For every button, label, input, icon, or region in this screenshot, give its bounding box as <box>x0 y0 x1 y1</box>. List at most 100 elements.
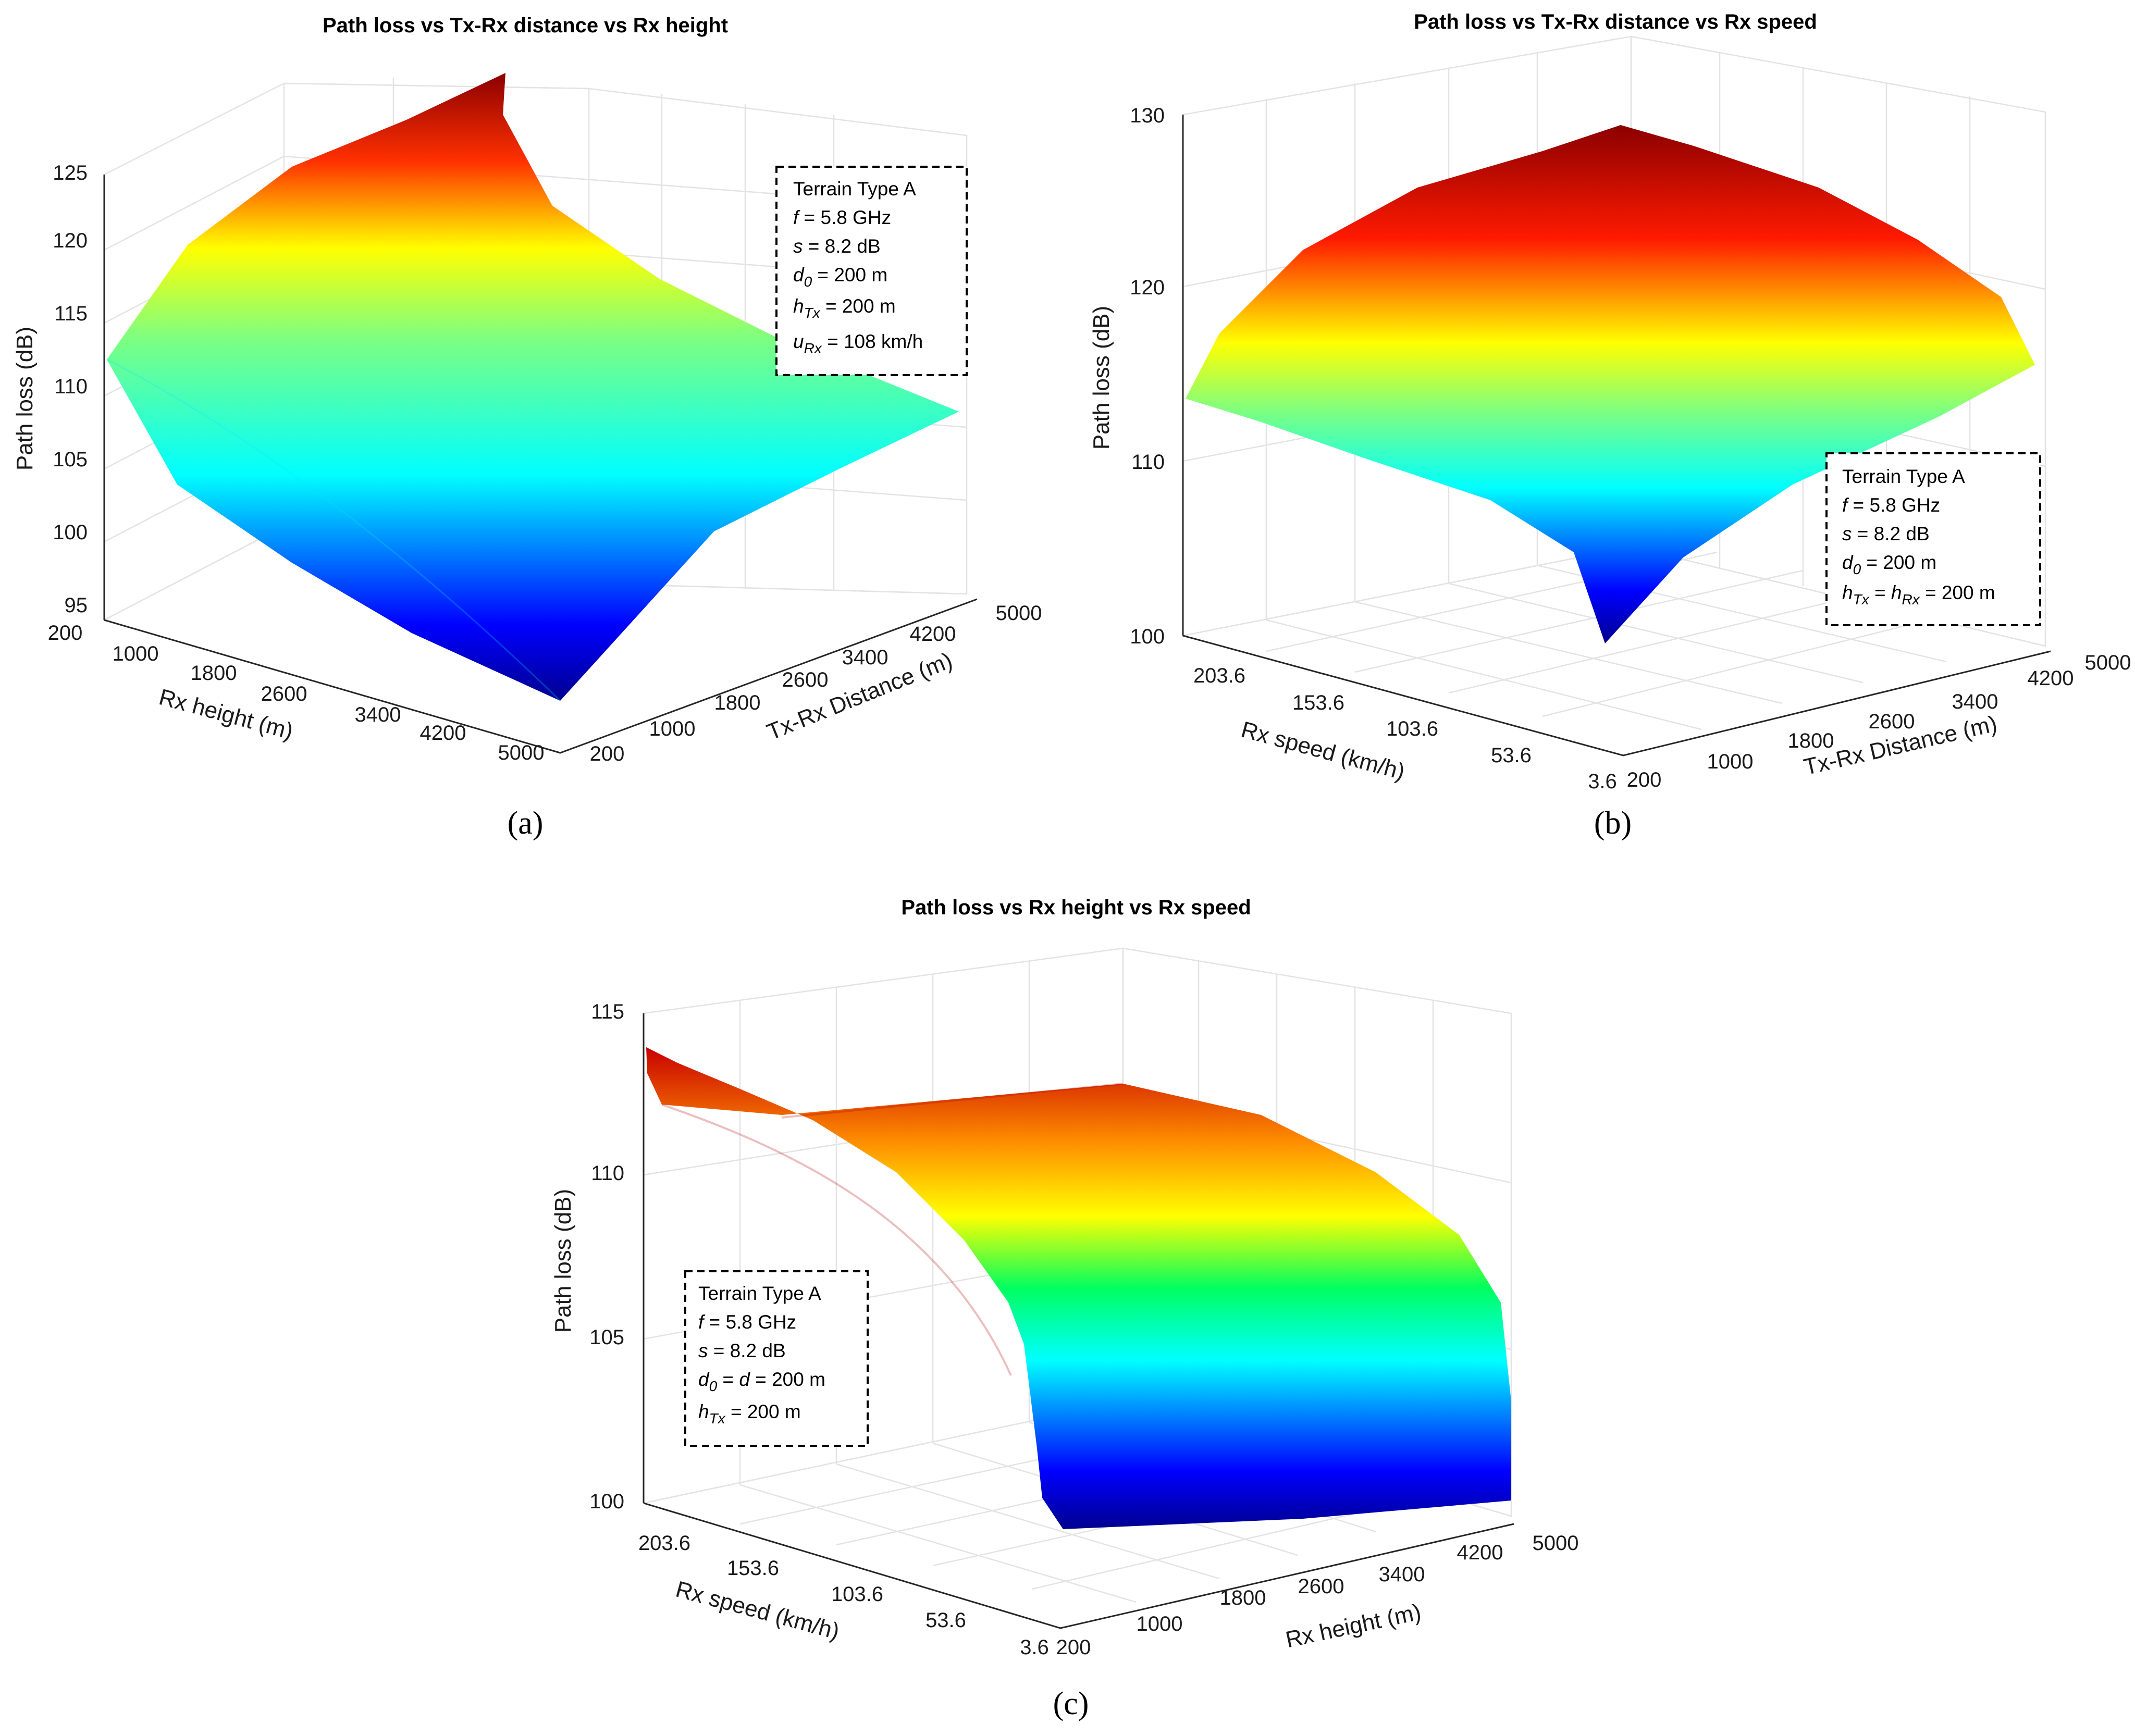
chart-b-panel-label: (b) <box>1594 805 1632 841</box>
chart-c-legend: Terrain Type A f = 5.8 GHz s = 8.2 dB d0… <box>684 1270 869 1447</box>
chart-a-title: Path loss vs Tx-Rx distance vs Rx height <box>323 14 728 37</box>
chart-a-legend: Terrain Type A f = 5.8 GHz s = 8.2 dB d0… <box>775 166 968 376</box>
chart-c-y-tick: 2600 <box>1298 1575 1344 1598</box>
chart-b-legend: Terrain Type A f = 5.8 GHz s = 8.2 dB d0… <box>1825 452 2041 626</box>
chart-b-y-ticks: 200 1000 1800 2600 3400 4200 5000 <box>1627 651 2131 791</box>
chart-a-panel-label: (a) <box>508 805 544 841</box>
chart-a-y-tick: 200 <box>590 742 625 765</box>
legend-line: f = 5.8 GHz <box>1842 494 1940 516</box>
chart-c-x-tick: 103.6 <box>831 1583 883 1606</box>
chart-a-y-tick: 3400 <box>842 646 888 669</box>
chart-a-surface <box>107 73 959 701</box>
chart-b-x-tick: 203.6 <box>1193 664 1245 687</box>
svg-text:110: 110 <box>54 375 88 398</box>
chart-c-y-ticks: 200 1000 1800 2600 3400 4200 5000 <box>1056 1532 1579 1659</box>
chart-b-y-tick: 5000 <box>2085 651 2131 674</box>
chart-a-zlabel: Path loss (dB) <box>12 327 38 470</box>
legend-line: d0 = 200 m <box>1842 552 1936 577</box>
svg-text:120: 120 <box>53 229 88 252</box>
chart-a-z-tick: 125 <box>53 162 88 184</box>
chart-c-z-tick: 100 <box>589 1490 624 1513</box>
chart-b-y-tick: 2600 <box>1869 710 1915 733</box>
legend-line: s = 8.2 dB <box>1842 523 1930 544</box>
chart-b-xlabel: Rx speed (km/h) <box>1239 717 1408 785</box>
chart-b-surface <box>1186 125 2035 643</box>
chart-a-x-tick: 1800 <box>191 662 237 685</box>
chart-a-z-tick: 95 <box>65 594 88 617</box>
legend-line: hTx = hRx = 200 m <box>1842 582 1995 607</box>
chart-c: Path loss vs Rx height vs Rx speed 100 1… <box>550 896 1578 1721</box>
chart-b-z-tick: 110 <box>1131 451 1165 474</box>
chart-c-surface-ridge <box>661 1083 1124 1376</box>
chart-c-zlabel: Path loss (dB) <box>550 1189 576 1333</box>
chart-b-x-ticks: 203.6 153.6 103.6 53.6 3.6 <box>1193 664 1617 793</box>
chart-c-x-tick: 3.6 <box>1020 1636 1049 1659</box>
chart-c-z-tick: 105 <box>589 1326 624 1349</box>
chart-b-y-tick: 1800 <box>1788 729 1834 752</box>
chart-a-x-tick: 200 <box>48 622 83 644</box>
chart-c-y-tick: 1800 <box>1220 1586 1266 1609</box>
chart-b-x-tick: 103.6 <box>1386 717 1438 740</box>
chart-b-z-tick: 100 <box>1130 625 1165 648</box>
chart-b-y-tick: 4200 <box>2028 667 2074 690</box>
chart-a-surface-edge <box>106 358 561 702</box>
legend-line: hTx = 200 m <box>698 1401 801 1427</box>
chart-b-z-tick: 120 <box>1130 276 1165 299</box>
chart-a-y-tick: 4200 <box>910 623 956 646</box>
chart-c-title: Path loss vs Rx height vs Rx speed <box>901 896 1251 919</box>
legend-line: hTx = 200 m <box>793 295 896 321</box>
chart-c-panel-label: (c) <box>1053 1686 1089 1721</box>
chart-b-x-tick: 153.6 <box>1292 691 1344 714</box>
legend-line: Terrain Type A <box>1842 466 1965 487</box>
legend-line: Terrain Type A <box>698 1283 821 1304</box>
chart-b-zlabel: Path loss (dB) <box>1089 306 1114 450</box>
chart-c-y-tick: 4200 <box>1457 1541 1503 1564</box>
chart-c-x-tick: 153.6 <box>727 1557 779 1580</box>
legend-line: d0 = 200 m <box>793 264 887 290</box>
svg-text:125: 125 <box>53 162 88 184</box>
chart-b-z-tick: 130 <box>1130 104 1165 127</box>
chart-b-x-tick: 53.6 <box>1491 744 1532 767</box>
legend-line: f = 5.8 GHz <box>793 207 891 228</box>
chart-a-x-tick: 3400 <box>355 703 401 726</box>
chart-a-x-tick: 1000 <box>113 642 159 665</box>
chart-a-z-tick: 115 <box>54 302 88 325</box>
chart-b-x-tick: 3.6 <box>1588 770 1617 793</box>
legend-line: d0 = d = 200 m <box>698 1369 825 1394</box>
chart-a-x-tick: 4200 <box>420 722 466 745</box>
chart-a-y-tick: 5000 <box>996 602 1042 625</box>
chart-c-z-ticks: 100 105 110 115 <box>589 1000 624 1513</box>
chart-c-y-tick: 3400 <box>1379 1563 1425 1586</box>
svg-text:100: 100 <box>53 521 88 544</box>
legend-line: f = 5.8 GHz <box>698 1311 796 1333</box>
chart-c-z-tick: 110 <box>591 1162 624 1185</box>
chart-a-z-tick: 100 <box>53 521 88 544</box>
chart-a-y-tick: 1000 <box>649 717 696 740</box>
legend-line: s = 8.2 dB <box>793 235 881 257</box>
chart-b-title: Path loss vs Tx-Rx distance vs Rx speed <box>1414 10 1817 33</box>
chart-b: Path loss vs Tx-Rx distance vs Rx speed … <box>1089 10 2131 841</box>
chart-a-y-tick: 1800 <box>714 691 761 714</box>
svg-text:95: 95 <box>65 594 88 617</box>
chart-c-z-tick: 115 <box>591 1000 624 1023</box>
svg-text:105: 105 <box>53 448 88 471</box>
chart-a-z-tick: 120 <box>53 229 88 252</box>
legend-line: Terrain Type A <box>793 178 916 200</box>
chart-a-x-tick: 5000 <box>498 741 545 764</box>
chart-a-x-tick: 2600 <box>261 683 307 705</box>
chart-c-x-ticks: 203.6 153.6 103.6 53.6 3.6 <box>638 1532 1049 1659</box>
chart-a-z-ticks: 95 100 105 110 115 120 125 <box>53 162 88 617</box>
chart-a-y-ticks: 200 1000 1800 2600 3400 4200 5000 <box>590 602 1042 765</box>
chart-c-x-tick: 203.6 <box>638 1532 690 1555</box>
chart-b-y-tick: 1000 <box>1707 750 1754 773</box>
chart-a-z-tick: 105 <box>53 448 88 471</box>
chart-c-surface <box>646 1047 1511 1529</box>
chart-c-ylabel: Rx height (m) <box>1284 1599 1423 1653</box>
chart-c-xlabel: Rx speed (km/h) <box>673 1577 842 1645</box>
chart-a-y-tick: 2600 <box>782 668 829 691</box>
chart-c-x-tick: 53.6 <box>925 1609 966 1632</box>
chart-a: Path loss vs Tx-Rx distance vs Rx height… <box>12 14 1042 841</box>
chart-a-z-tick: 110 <box>54 375 88 398</box>
chart-c-y-tick: 1000 <box>1137 1613 1183 1635</box>
